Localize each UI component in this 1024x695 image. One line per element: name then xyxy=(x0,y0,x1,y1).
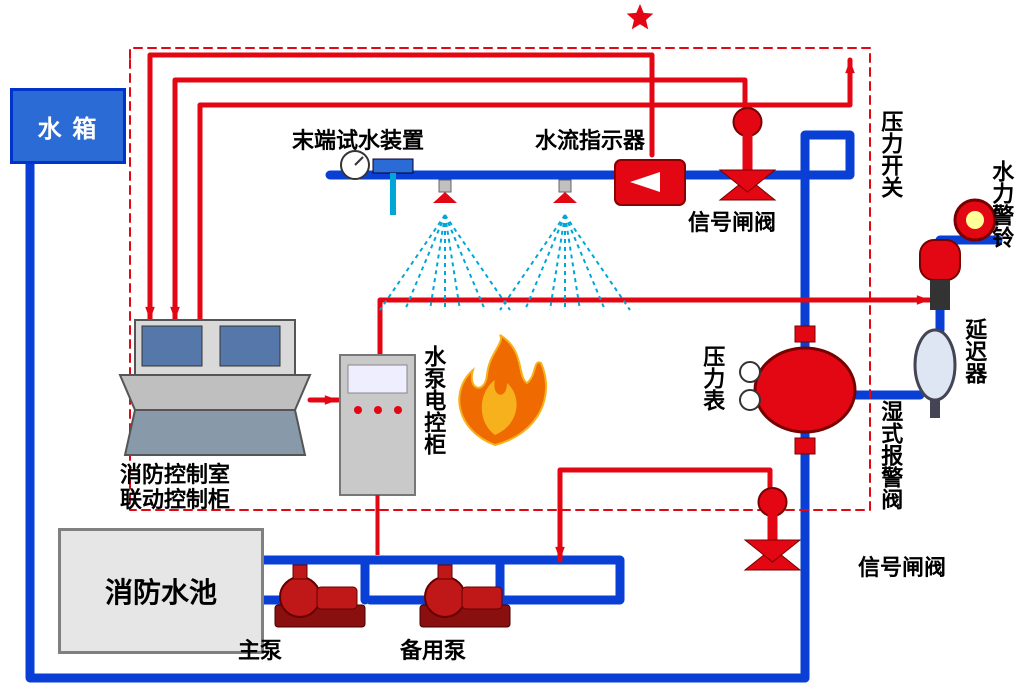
fire-control-room-label: 消防控制室 联动控制柜 xyxy=(120,462,230,513)
fire-pool-box: 消防水池 xyxy=(58,528,264,654)
signal-valve-top-label: 信号闸阀 xyxy=(688,210,776,235)
water-tank-label: 水 箱 xyxy=(38,109,99,144)
flow-indicator-label: 水流指示器 xyxy=(535,128,645,153)
main-pump-label: 主泵 xyxy=(238,638,282,663)
backup-pump-label: 备用泵 xyxy=(400,638,466,663)
pump-ctrl-cabinet-label: 水泵电控柜 xyxy=(421,345,445,455)
wet-alarm-valve-label: 湿式报警阀 xyxy=(878,400,902,510)
water-tank-box: 水 箱 xyxy=(10,88,126,164)
end-test-label: 末端试水装置 xyxy=(292,128,424,153)
pressure-switch-label: 压力开关 xyxy=(878,110,902,198)
water-bell-label: 水力警铃 xyxy=(989,160,1013,248)
fire-pool-label: 消防水池 xyxy=(105,571,217,611)
pressure-gauge-label: 压力表 xyxy=(700,345,724,411)
retarder-label: 延迟器 xyxy=(962,318,986,384)
signal-valve-bottom-label: 信号闸阀 xyxy=(858,555,946,580)
diagram-stage: 水 箱 消防水池 末端试水装置 水流指示器 信号闸阀 信号闸阀 消防控制室 联动… xyxy=(0,0,1024,695)
